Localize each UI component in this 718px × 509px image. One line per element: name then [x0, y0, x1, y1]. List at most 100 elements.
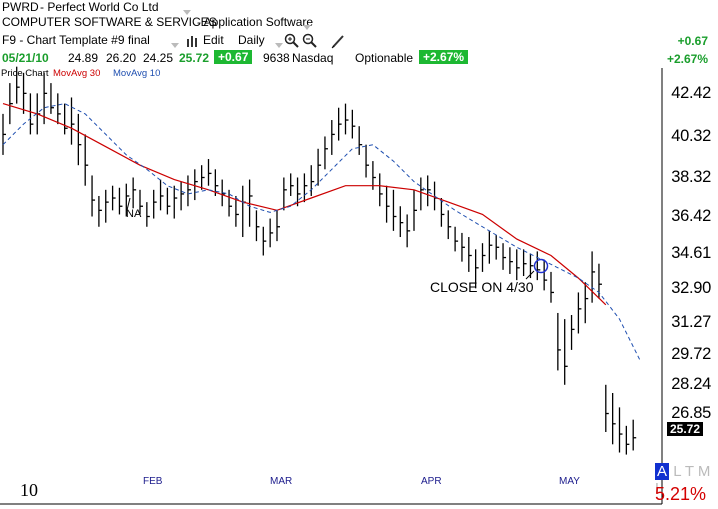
- y-tick-label: 28.24: [671, 375, 711, 394]
- legend-price-chart: Price Chart: [1, 68, 49, 79]
- price-bar: [406, 214, 411, 248]
- price-bar: [372, 161, 376, 190]
- price-bar: [77, 113, 82, 166]
- price-bar: [618, 407, 623, 453]
- na-annotation: NA: [126, 208, 142, 220]
- price-bar: [474, 249, 479, 289]
- edit-button[interactable]: Edit: [203, 33, 224, 47]
- template-selector[interactable]: F9 - Chart Template #9 final: [2, 33, 150, 47]
- chart-toolbar: F9 - Chart Template #9 final Edit Daily …: [0, 32, 718, 49]
- pencil-icon[interactable]: [330, 33, 346, 52]
- price-bar: [50, 83, 54, 114]
- month-feb: FEB: [143, 476, 163, 487]
- price-bar: [173, 185, 178, 219]
- movavg-30-line: [2, 103, 607, 306]
- price-bar: [9, 83, 13, 125]
- period-count: 10: [20, 480, 38, 500]
- movavg-10-line: [2, 103, 641, 361]
- price-bar: [221, 179, 226, 207]
- period-selector[interactable]: Daily: [238, 33, 265, 47]
- industry: - Application Software: [197, 15, 314, 29]
- price-bar: [427, 175, 431, 207]
- price-bar: [262, 226, 267, 256]
- price-bar: [605, 384, 609, 432]
- bar-chart-icon[interactable]: [186, 35, 200, 50]
- price-bar: [200, 165, 205, 190]
- quote-change-pct: +2.67%: [419, 50, 469, 64]
- zoom-out-icon[interactable]: [302, 33, 318, 52]
- price-bar: [70, 97, 75, 145]
- price-bar: [358, 126, 363, 155]
- price-bar: [392, 189, 397, 231]
- price-bar: [584, 282, 589, 324]
- current-price-tag: 25.72: [667, 422, 704, 436]
- ltml-label[interactable]: L T M L: [655, 463, 711, 497]
- price-bar: [502, 243, 507, 270]
- price-bar: [440, 198, 445, 227]
- price-bar: [468, 237, 472, 272]
- price-bar: [146, 202, 150, 227]
- summary-change: +0.67: [677, 34, 708, 48]
- price-bar: [385, 185, 390, 223]
- y-tick-label: 40.32: [671, 127, 711, 146]
- template-dropdown-icon[interactable]: [166, 38, 179, 52]
- price-bar: [522, 249, 527, 277]
- close-on-annotation: CLOSE ON 4/30: [430, 279, 534, 295]
- quote-bar: 05/21/10 24.89 26.20 24.25 25.72 +0.67 9…: [0, 50, 718, 66]
- price-bar: [43, 72, 48, 125]
- y-tick-label: 29.72: [671, 344, 711, 363]
- price-bar: [557, 312, 561, 371]
- price-bar: [180, 181, 185, 211]
- price-bar: [625, 425, 630, 455]
- price-bar: [509, 247, 513, 274]
- quote-change: +0.67: [214, 50, 253, 64]
- price-bar: [331, 120, 335, 155]
- period-dropdown-icon[interactable]: [270, 38, 283, 52]
- percent-change-footer: 5.21%: [655, 484, 707, 504]
- price-bar: [447, 210, 452, 240]
- y-tick-label: 31.27: [671, 312, 711, 331]
- price-bar: [481, 243, 486, 272]
- price-bar: [16, 66, 20, 104]
- price-bar: [187, 175, 191, 207]
- price-bar: [207, 159, 212, 186]
- quote-close: 25.72: [179, 51, 210, 65]
- y-tick-label: 34.61: [671, 244, 711, 263]
- zoom-in-icon[interactable]: [284, 33, 300, 52]
- price-bar: [413, 189, 417, 231]
- price-bar: [495, 234, 500, 260]
- price-bar: [166, 187, 171, 215]
- price-bar: [303, 173, 308, 203]
- price-bars: [2, 66, 637, 455]
- price-bar: [543, 259, 548, 291]
- price-bar: [125, 183, 130, 217]
- price-bar: [283, 177, 287, 211]
- price-bar: [57, 93, 61, 125]
- price-bar: [632, 419, 637, 451]
- ltml-indicator[interactable]: A L T M L: [655, 463, 718, 497]
- price-bar: [105, 189, 109, 223]
- industry-dropdown-icon[interactable]: [298, 20, 311, 34]
- price-bar: [64, 103, 68, 135]
- price-bar: [290, 173, 294, 196]
- price-bar: [488, 230, 493, 264]
- title-bar: PWRD - Perfect World Co Ltd: [0, 0, 718, 16]
- price-bar: [591, 251, 596, 303]
- price-bar: [98, 195, 102, 227]
- na-pointer: [126, 197, 131, 211]
- y-tick-label: 26.85: [671, 403, 711, 422]
- month-mar: MAR: [270, 476, 293, 487]
- price-bar: [324, 136, 328, 170]
- legend-movavg-30: MovAvg 30: [53, 68, 101, 79]
- price-bar: [317, 148, 322, 186]
- company-dropdown-icon[interactable]: [178, 5, 191, 19]
- month-may: MAY: [559, 476, 580, 487]
- price-bar: [516, 249, 520, 281]
- sector-bar: COMPUTER SOFTWARE & SERVICES - Applicati…: [0, 15, 718, 31]
- quote-open: 24.89: [68, 51, 99, 65]
- ltml-highlight[interactable]: A: [655, 463, 670, 480]
- quote-volume: 9638: [263, 51, 290, 65]
- price-bar: [214, 169, 219, 196]
- quote-exchange: Nasdaq: [292, 51, 334, 65]
